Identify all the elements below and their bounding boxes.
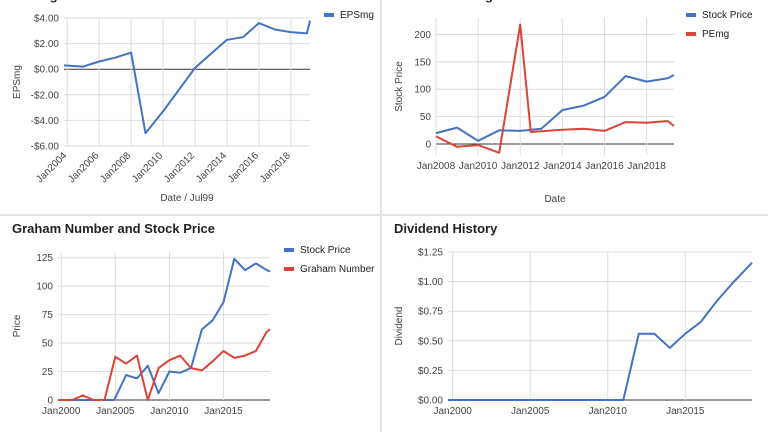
y-tick-label: $0.50 bbox=[418, 336, 443, 347]
y-tick-label: 100 bbox=[36, 282, 53, 293]
chart-svg: Graham Number and Stock Price 0 25 50 75 100 1… bbox=[12, 221, 375, 417]
y-tick-label: 50 bbox=[42, 339, 54, 350]
x-tick-label: Jan2018 bbox=[258, 150, 293, 185]
series-line bbox=[448, 262, 753, 401]
legend-swatch bbox=[686, 32, 696, 36]
panel-divider-vertical bbox=[380, 0, 382, 432]
x-tick-label: Jan2018 bbox=[627, 161, 666, 172]
x-tick-label: Jan2000 bbox=[433, 406, 472, 417]
chart-svg: Dividend History $0.00 $0.25 $0.50 $0.75 $1.0… bbox=[394, 221, 753, 417]
chart-dividend-history: Dividend History $0.00 $0.25 $0.50 $0.75 $1.0… bbox=[382, 216, 768, 432]
series-line bbox=[435, 23, 675, 154]
y-tick-label: 75 bbox=[42, 310, 54, 321]
series-line bbox=[58, 328, 271, 401]
series-line bbox=[58, 257, 271, 401]
y-tick-label: -$4.00 bbox=[31, 116, 60, 127]
y-tick-label: 50 bbox=[420, 112, 432, 123]
chart-epsmg: EPSmg$4.00$2.00$0.00-$2.00-$4.00-$6.00Ja… bbox=[0, 0, 380, 214]
chart-title: EPSmg bbox=[12, 0, 58, 3]
y-tick-label: $4.00 bbox=[34, 14, 59, 25]
x-axis-title: Date / Jul99 bbox=[160, 193, 214, 204]
x-tick-label: Jan2004 bbox=[34, 150, 69, 185]
x-tick-label: Jan2014 bbox=[194, 150, 229, 185]
x-tick-label: Jan2012 bbox=[501, 161, 540, 172]
x-tick-label: Jan2015 bbox=[204, 406, 243, 417]
y-tick-label: 200 bbox=[414, 30, 431, 41]
y-tick-label: $0.00 bbox=[418, 396, 443, 407]
legend-swatch bbox=[686, 13, 696, 17]
x-tick-label: Jan2010 bbox=[459, 161, 498, 172]
chart-graham-number-and-stock-price: Graham Number and Stock Price 0 25 50 75 100 1… bbox=[0, 216, 380, 432]
x-tick-label: Jan2016 bbox=[585, 161, 624, 172]
legend-label: PEmg bbox=[702, 29, 729, 40]
chart-svg: Price and PEmg 0 50 100 150 200 Jan2008Jan2010… bbox=[394, 0, 753, 205]
x-tick-label: Jan2016 bbox=[226, 150, 261, 185]
legend-label: Stock Price bbox=[702, 10, 753, 21]
x-axis-title: Date bbox=[544, 194, 566, 205]
y-tick-label: 0 bbox=[425, 140, 431, 151]
series-line bbox=[63, 20, 311, 135]
chart-title: Dividend History bbox=[394, 221, 498, 236]
legend-swatch bbox=[284, 267, 294, 271]
x-tick-label: Jan2010 bbox=[589, 406, 628, 417]
y-axis-title: Price bbox=[12, 314, 23, 337]
y-tick-label: 0 bbox=[47, 396, 53, 407]
y-tick-label: $0.75 bbox=[418, 307, 443, 318]
y-tick-label: 150 bbox=[414, 57, 431, 68]
x-tick-label: Jan2012 bbox=[162, 150, 197, 185]
panel-divider-horizontal bbox=[0, 214, 768, 216]
y-tick-label: $2.00 bbox=[34, 39, 59, 50]
legend-swatch bbox=[284, 248, 294, 252]
x-tick-label: Jan2005 bbox=[96, 406, 135, 417]
y-tick-label: 25 bbox=[42, 367, 54, 378]
legend-label: EPSmg bbox=[340, 10, 374, 21]
series-line bbox=[435, 74, 675, 142]
chart-title: Price and PEmg bbox=[394, 0, 493, 3]
y-tick-label: 125 bbox=[36, 253, 53, 264]
x-tick-label: Jan2008 bbox=[417, 161, 456, 172]
chart-title: Graham Number and Stock Price bbox=[12, 221, 215, 236]
y-tick-label: $1.25 bbox=[418, 248, 443, 259]
y-axis-title: Dividend bbox=[394, 307, 405, 346]
x-tick-label: Jan2014 bbox=[543, 161, 582, 172]
y-axis-title: EPSmg bbox=[12, 65, 23, 99]
y-tick-label: $0.00 bbox=[34, 65, 59, 76]
x-tick-label: Jan2010 bbox=[150, 406, 189, 417]
y-axis-title: Stock Price bbox=[394, 61, 405, 112]
y-tick-label: $0.25 bbox=[418, 366, 443, 377]
x-tick-label: Jan2010 bbox=[130, 150, 165, 185]
x-tick-label: Jan2006 bbox=[66, 150, 101, 185]
chart-price-and-pemg: Price and PEmg 0 50 100 150 200 Jan2008Jan2010… bbox=[382, 0, 768, 214]
x-tick-label: Jan2008 bbox=[98, 150, 133, 185]
legend-swatch bbox=[324, 13, 334, 17]
legend-label: Stock Price bbox=[300, 245, 351, 256]
y-tick-label: $1.00 bbox=[418, 277, 443, 288]
y-tick-label: -$6.00 bbox=[31, 142, 60, 153]
legend-label: Graham Number bbox=[300, 264, 375, 275]
x-tick-label: Jan2005 bbox=[511, 406, 550, 417]
x-tick-label: Jan2000 bbox=[42, 406, 81, 417]
x-tick-label: Jan2015 bbox=[666, 406, 705, 417]
y-tick-label: -$2.00 bbox=[31, 90, 60, 101]
y-tick-label: 100 bbox=[414, 85, 431, 96]
chart-svg: EPSmg$4.00$2.00$0.00-$2.00-$4.00-$6.00Ja… bbox=[12, 0, 374, 204]
